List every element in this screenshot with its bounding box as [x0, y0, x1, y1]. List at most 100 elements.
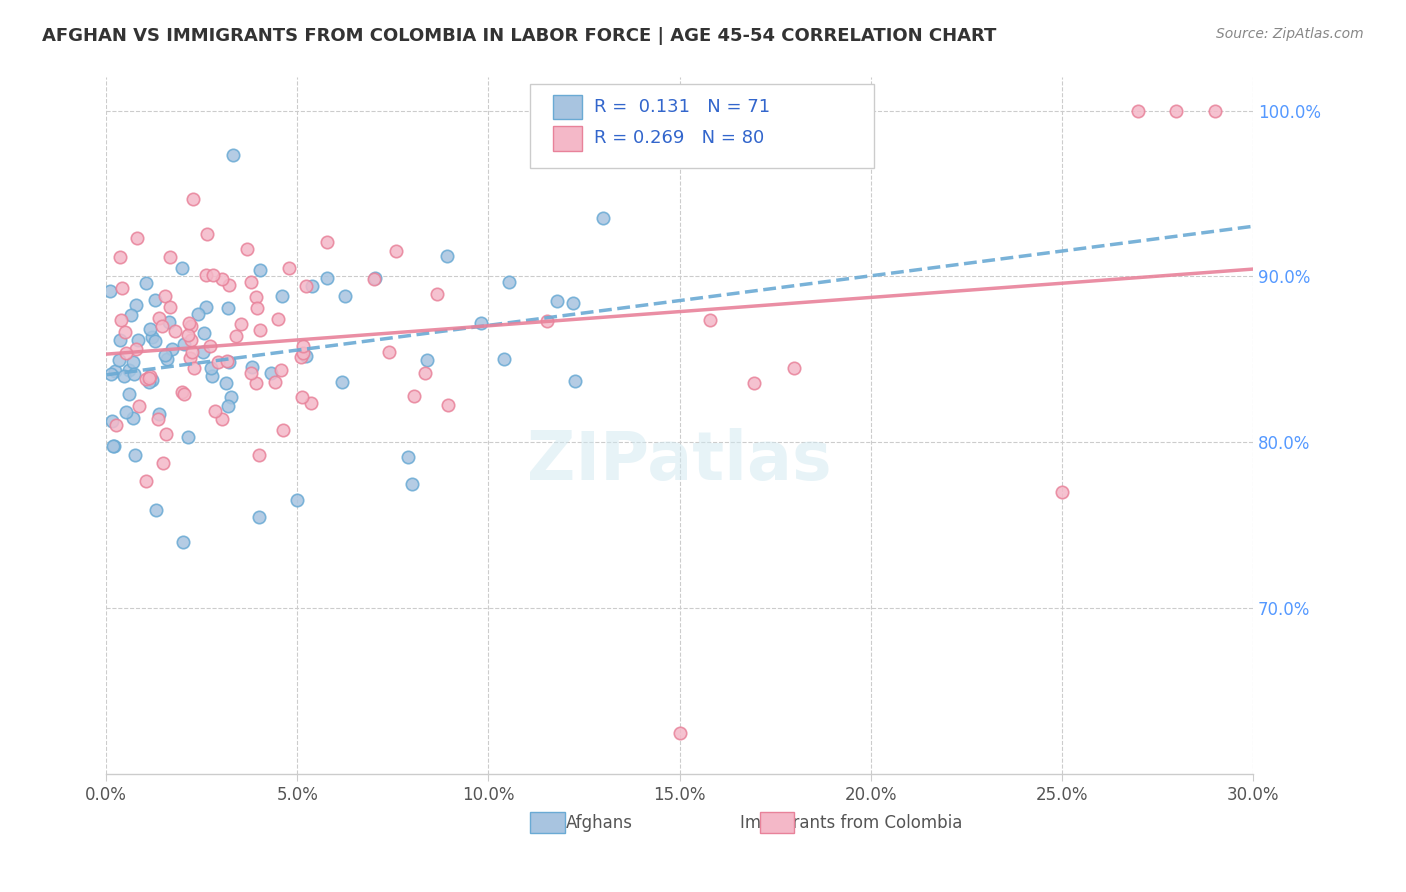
- Immigrants from Colombia: [146, 412, 169, 426]
- Afghans: [187, 308, 209, 322]
- Afghans: [108, 333, 131, 347]
- Afghans: [139, 322, 162, 336]
- Afghans: [138, 375, 160, 389]
- Afghans: [215, 376, 238, 390]
- Afghans: [156, 351, 179, 366]
- Afghans: [170, 260, 193, 275]
- Afghans: [217, 399, 239, 413]
- Afghans: [330, 376, 353, 390]
- Afghans: [564, 374, 586, 388]
- Afghans: [124, 448, 146, 462]
- Afghans: [221, 390, 243, 404]
- Immigrants from Colombia: [181, 193, 204, 207]
- Afghans: [172, 534, 194, 549]
- Immigrants from Colombia: [270, 362, 292, 376]
- Afghans: [416, 353, 439, 368]
- Afghans: [201, 368, 224, 383]
- Immigrants from Colombia: [292, 346, 315, 360]
- Afghans: [247, 510, 270, 524]
- Afghans: [135, 276, 157, 290]
- Immigrants from Colombia: [135, 372, 157, 386]
- Afghans: [295, 349, 318, 363]
- Afghans: [193, 326, 215, 340]
- Immigrants from Colombia: [125, 343, 148, 357]
- Immigrants from Colombia: [377, 345, 399, 359]
- Immigrants from Colombia: [240, 367, 263, 381]
- Immigrants from Colombia: [402, 389, 425, 403]
- Afghans: [470, 316, 492, 330]
- Text: Source: ZipAtlas.com: Source: ZipAtlas.com: [1216, 27, 1364, 41]
- Afghans: [141, 373, 163, 387]
- Immigrants from Colombia: [110, 280, 132, 294]
- Afghans: [316, 271, 339, 285]
- Immigrants from Colombia: [1128, 103, 1150, 118]
- Afghans: [107, 352, 129, 367]
- Immigrants from Colombia: [249, 323, 271, 337]
- Bar: [530, 813, 565, 833]
- Immigrants from Colombia: [104, 418, 127, 433]
- Immigrants from Colombia: [177, 317, 200, 331]
- Afghans: [546, 294, 568, 309]
- Immigrants from Colombia: [245, 376, 267, 391]
- Afghans: [301, 278, 323, 293]
- Immigrants from Colombia: [246, 301, 269, 316]
- Afghans: [98, 284, 121, 298]
- Afghans: [335, 288, 357, 302]
- Afghans: [125, 298, 148, 312]
- Afghans: [120, 308, 142, 322]
- Afghans: [100, 367, 122, 381]
- Afghans: [173, 337, 195, 351]
- Afghans: [260, 366, 283, 380]
- Afghans: [118, 363, 141, 377]
- Immigrants from Colombia: [215, 354, 238, 368]
- Afghans: [592, 211, 614, 226]
- Afghans: [240, 359, 263, 374]
- Afghans: [498, 275, 520, 289]
- Afghans: [143, 334, 166, 349]
- Immigrants from Colombia: [236, 242, 259, 256]
- Immigrants from Colombia: [139, 369, 162, 384]
- Immigrants from Colombia: [536, 314, 558, 328]
- Afghans: [143, 293, 166, 307]
- Immigrants from Colombia: [271, 423, 294, 437]
- Afghans: [562, 296, 585, 310]
- Afghans: [141, 330, 163, 344]
- Immigrants from Colombia: [125, 230, 148, 244]
- Immigrants from Colombia: [1166, 103, 1188, 118]
- Bar: [554, 95, 582, 120]
- Immigrants from Colombia: [1204, 103, 1226, 118]
- Immigrants from Colombia: [267, 311, 290, 326]
- Immigrants from Colombia: [207, 355, 229, 369]
- Text: R =  0.131   N = 71: R = 0.131 N = 71: [593, 98, 769, 116]
- Immigrants from Colombia: [153, 289, 176, 303]
- Immigrants from Colombia: [229, 318, 252, 332]
- Bar: [759, 813, 794, 833]
- Immigrants from Colombia: [315, 235, 337, 249]
- Immigrants from Colombia: [179, 351, 201, 365]
- Immigrants from Colombia: [201, 268, 224, 282]
- Afghans: [364, 271, 387, 285]
- Immigrants from Colombia: [195, 227, 218, 242]
- Immigrants from Colombia: [384, 244, 406, 259]
- Afghans: [285, 493, 308, 508]
- Afghans: [122, 355, 145, 369]
- Afghans: [396, 450, 419, 465]
- Immigrants from Colombia: [108, 250, 131, 264]
- Immigrants from Colombia: [181, 344, 204, 359]
- Immigrants from Colombia: [699, 313, 721, 327]
- Immigrants from Colombia: [291, 339, 314, 353]
- Immigrants from Colombia: [225, 329, 247, 343]
- Afghans: [176, 429, 198, 443]
- Afghans: [112, 369, 135, 384]
- Afghans: [155, 348, 177, 362]
- Immigrants from Colombia: [247, 448, 270, 462]
- Immigrants from Colombia: [783, 360, 806, 375]
- Immigrants from Colombia: [138, 370, 160, 384]
- Immigrants from Colombia: [177, 327, 200, 342]
- Afghans: [118, 387, 141, 401]
- Afghans: [218, 355, 240, 369]
- Immigrants from Colombia: [426, 287, 449, 301]
- Immigrants from Colombia: [363, 272, 385, 286]
- Immigrants from Colombia: [299, 396, 322, 410]
- Immigrants from Colombia: [135, 474, 157, 488]
